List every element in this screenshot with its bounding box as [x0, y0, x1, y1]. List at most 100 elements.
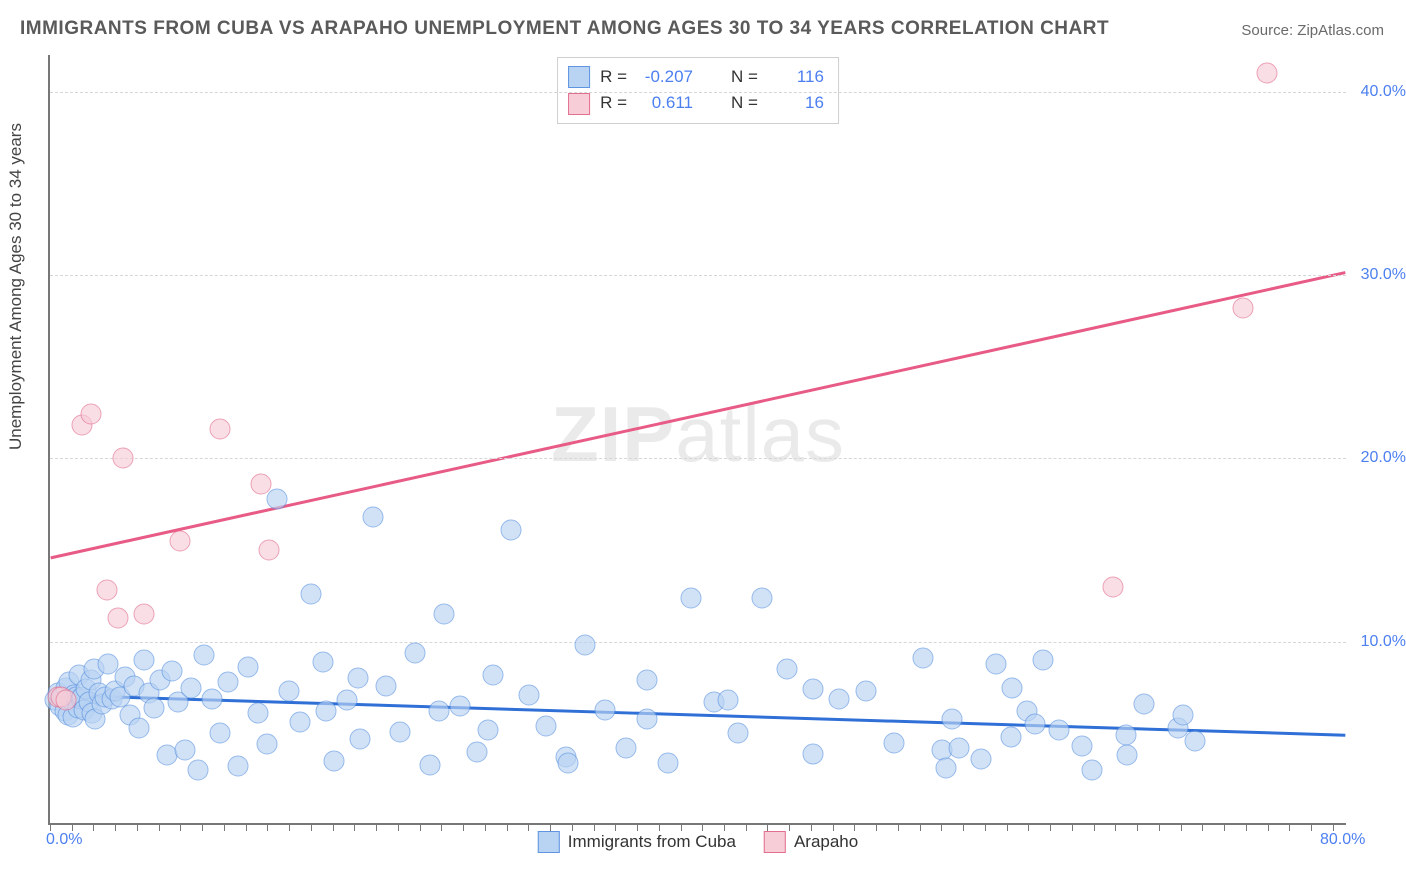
x-hatch — [1268, 823, 1269, 831]
source-link[interactable]: ZipAtlas.com — [1297, 22, 1384, 39]
arapaho-point — [113, 448, 134, 469]
cuba-point — [802, 743, 823, 764]
x-hatch — [441, 823, 442, 831]
arapaho-point — [1232, 298, 1253, 319]
cuba-point — [194, 644, 215, 665]
cuba-point — [419, 754, 440, 775]
x-hatch — [180, 823, 181, 831]
cuba-point — [1024, 714, 1045, 735]
x-tick-label: 80.0% — [1320, 831, 1365, 849]
cuba-point — [482, 664, 503, 685]
gridline — [50, 92, 1346, 93]
cuba-point — [1049, 719, 1070, 740]
y-tick-label: 40.0% — [1351, 83, 1406, 101]
x-hatch — [550, 823, 551, 831]
arapaho-point — [1102, 576, 1123, 597]
cuba-point — [856, 681, 877, 702]
x-hatch — [159, 823, 160, 831]
x-hatch — [1137, 823, 1138, 831]
x-hatch — [594, 823, 595, 831]
gridline — [50, 458, 1346, 459]
x-hatch — [1224, 823, 1225, 831]
series-legend: Immigrants from Cuba Arapaho — [538, 831, 858, 853]
y-axis-label: Unemployment Among Ages 30 to 34 years — [6, 123, 26, 450]
cuba-point — [518, 684, 539, 705]
cuba-point — [718, 690, 739, 711]
x-hatch — [311, 823, 312, 831]
x-hatch — [1159, 823, 1160, 831]
x-hatch — [1289, 823, 1290, 831]
scatter-plot-area: ZIPatlas R = -0.207 N = 116 R = 0.611 N … — [48, 55, 1346, 825]
cuba-point — [434, 604, 455, 625]
x-hatch — [1333, 823, 1334, 831]
cuba-point — [752, 587, 773, 608]
cuba-point — [500, 519, 521, 540]
x-hatch — [485, 823, 486, 831]
x-hatch — [1311, 823, 1312, 831]
x-hatch — [963, 823, 964, 831]
x-hatch — [50, 823, 51, 831]
x-hatch — [1202, 823, 1203, 831]
arapaho-point — [108, 607, 129, 628]
x-hatch — [681, 823, 682, 831]
cuba-point — [301, 584, 322, 605]
x-hatch — [789, 823, 790, 831]
cuba-point — [312, 651, 333, 672]
arapaho-point — [80, 404, 101, 425]
x-hatch — [246, 823, 247, 831]
x-hatch — [811, 823, 812, 831]
cuba-point — [289, 712, 310, 733]
x-hatch — [289, 823, 290, 831]
legend-item-cuba: Immigrants from Cuba — [538, 831, 736, 853]
x-hatch — [398, 823, 399, 831]
watermark-bold: ZIP — [551, 390, 675, 478]
cuba-point — [935, 758, 956, 779]
cuba-point — [1032, 650, 1053, 671]
cuba-point — [912, 648, 933, 669]
arapaho-point — [134, 604, 155, 625]
x-hatch — [1050, 823, 1051, 831]
cuba-point — [161, 661, 182, 682]
y-tick-label: 10.0% — [1351, 633, 1406, 651]
cuba-point — [948, 738, 969, 759]
cuba-point — [776, 659, 797, 680]
x-hatch — [354, 823, 355, 831]
n-value: 16 — [768, 90, 824, 116]
cuba-point — [1081, 760, 1102, 781]
cuba-point — [247, 703, 268, 724]
cuba-point — [1002, 677, 1023, 698]
x-hatch — [463, 823, 464, 831]
cuba-point — [942, 708, 963, 729]
x-hatch — [202, 823, 203, 831]
cuba-point — [971, 749, 992, 770]
cuba-point — [237, 657, 258, 678]
legend-label: Arapaho — [794, 832, 858, 852]
legend-row-arapaho: R = 0.611 N = 16 — [568, 90, 824, 116]
arapaho-point — [169, 530, 190, 551]
watermark-thin: atlas — [675, 390, 845, 478]
cuba-point — [257, 734, 278, 755]
cuba-point — [390, 721, 411, 742]
cuba-point — [143, 697, 164, 718]
cuba-point — [202, 688, 223, 709]
cuba-point — [362, 507, 383, 528]
r-label: R = — [600, 64, 627, 90]
cuba-point — [349, 728, 370, 749]
x-hatch — [724, 823, 725, 831]
cuba-point — [336, 690, 357, 711]
cuba-point — [228, 756, 249, 777]
cuba-point — [466, 741, 487, 762]
cuba-point — [637, 708, 658, 729]
x-hatch — [137, 823, 138, 831]
cuba-point — [278, 681, 299, 702]
x-hatch — [93, 823, 94, 831]
r-value: 0.611 — [637, 90, 693, 116]
x-hatch — [267, 823, 268, 831]
cuba-point — [1071, 736, 1092, 757]
cuba-point — [536, 716, 557, 737]
swatch-icon — [568, 66, 590, 88]
y-tick-label: 30.0% — [1351, 266, 1406, 284]
cuba-point — [1185, 730, 1206, 751]
x-hatch — [1094, 823, 1095, 831]
x-hatch — [1007, 823, 1008, 831]
